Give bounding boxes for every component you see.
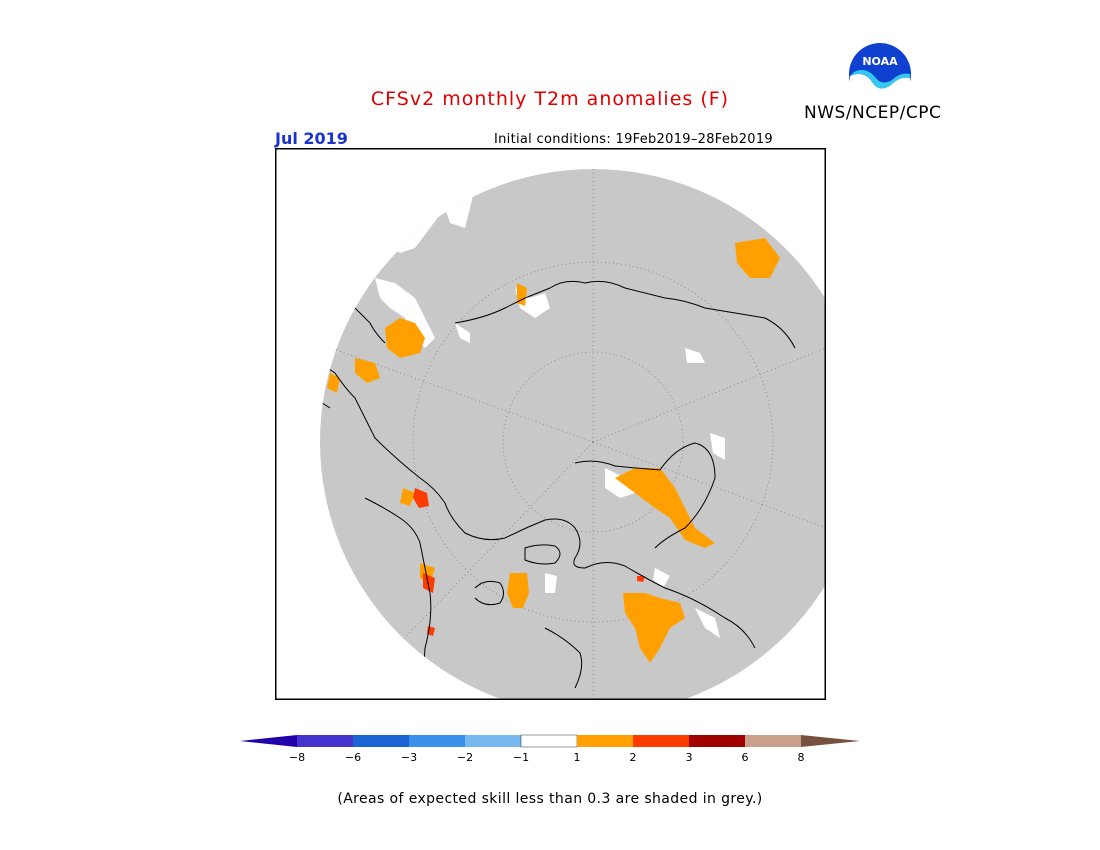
anomaly-2-3-areas	[413, 488, 645, 636]
legend-swatch-neg6-neg3	[353, 735, 409, 747]
noaa-logo: NOAA	[849, 43, 911, 105]
legend-tick-label: −6	[344, 751, 362, 764]
initial-conditions: Initial conditions: 19Feb2019–28Feb2019	[494, 132, 773, 147]
legend-tick-label: 3	[685, 751, 693, 764]
anomaly-1-2-areas	[327, 238, 780, 663]
map-title: CFSv2 monthly T2m anomalies (F)	[370, 88, 730, 110]
legend-swatch-neg8-neg6	[297, 735, 353, 747]
legend-tick-label: −8	[288, 751, 306, 764]
legend-tick-label: 8	[797, 751, 805, 764]
legend-swatch-neg2-neg1	[465, 735, 521, 747]
color-legend	[240, 734, 860, 748]
legend-swatch-2-3	[633, 735, 689, 747]
graticule	[320, 169, 826, 700]
legend-swatch-below-neg8	[240, 735, 297, 747]
skill-footnote: (Areas of expected skill less than 0.3 a…	[337, 791, 763, 807]
legend-tick-label: −3	[400, 751, 418, 764]
map-border	[275, 148, 826, 700]
legend-swatch-3-6	[689, 735, 745, 747]
legend-tick-label: 1	[573, 751, 581, 764]
forecast-month: Jul 2019	[275, 129, 348, 148]
legend-tick-label: 2	[629, 751, 637, 764]
organization-label: NWS/NCEP/CPC	[804, 103, 942, 123]
logo-text: NOAA	[862, 55, 898, 68]
polar-map	[275, 148, 826, 700]
legend-tick-label: −2	[456, 751, 474, 764]
legend-swatch-neg1-1	[520, 734, 578, 748]
legend-swatch-above-8	[801, 735, 860, 747]
legend-tick-label: −1	[512, 751, 530, 764]
legend-tick-label: 6	[741, 751, 749, 764]
legend-swatch-1-2	[577, 735, 633, 747]
map-disk	[320, 169, 826, 700]
legend-swatch-neg3-neg2	[409, 735, 465, 747]
legend-swatch-6-8	[745, 735, 801, 747]
